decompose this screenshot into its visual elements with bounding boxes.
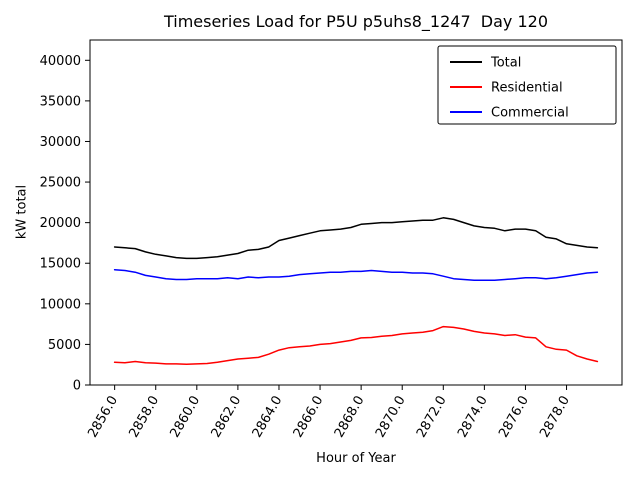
y-axis-label: kW total xyxy=(14,184,30,240)
x-tick-label: 2872.0 xyxy=(414,394,450,441)
x-tick-label: 2878.0 xyxy=(537,394,573,441)
x-tick-label: 2866.0 xyxy=(291,394,327,441)
legend-box xyxy=(437,45,617,125)
series-line-total xyxy=(113,217,599,260)
x-tick-label: 2862.0 xyxy=(209,394,245,441)
y-tick-label: 40000 xyxy=(40,54,81,69)
y-tick-label: 5000 xyxy=(48,338,81,353)
x-tick-label: 2870.0 xyxy=(373,394,409,441)
legend-label-total: Total xyxy=(490,56,521,71)
series-line-commercial xyxy=(113,268,599,282)
x-tick-label: 2858.0 xyxy=(126,394,162,441)
y-tick-label: 0 xyxy=(73,379,81,394)
chart-title: Timeseries Load for P5U p5uhs8_1247 Day … xyxy=(163,12,549,31)
x-axis-label: Hour of Year xyxy=(316,451,396,466)
y-tick-label: 10000 xyxy=(40,297,81,312)
y-tick-label: 15000 xyxy=(40,257,81,272)
y-tick-label: 30000 xyxy=(40,135,81,150)
x-tick-label: 2864.0 xyxy=(250,394,286,441)
x-tick-label: 2868.0 xyxy=(332,394,368,441)
y-tick-label: 20000 xyxy=(40,216,81,231)
x-tick-label: 2860.0 xyxy=(168,394,204,441)
series-line-residential xyxy=(113,325,599,366)
y-tick-label: 25000 xyxy=(40,176,81,191)
x-tick-label: 2876.0 xyxy=(496,394,532,441)
legend-label-residential: Residential xyxy=(491,81,563,96)
legend-label-commercial: Commercial xyxy=(491,106,569,121)
x-tick-label: 2874.0 xyxy=(455,394,491,441)
x-tick-label: 2856.0 xyxy=(85,394,121,441)
y-tick-label: 35000 xyxy=(40,94,81,109)
